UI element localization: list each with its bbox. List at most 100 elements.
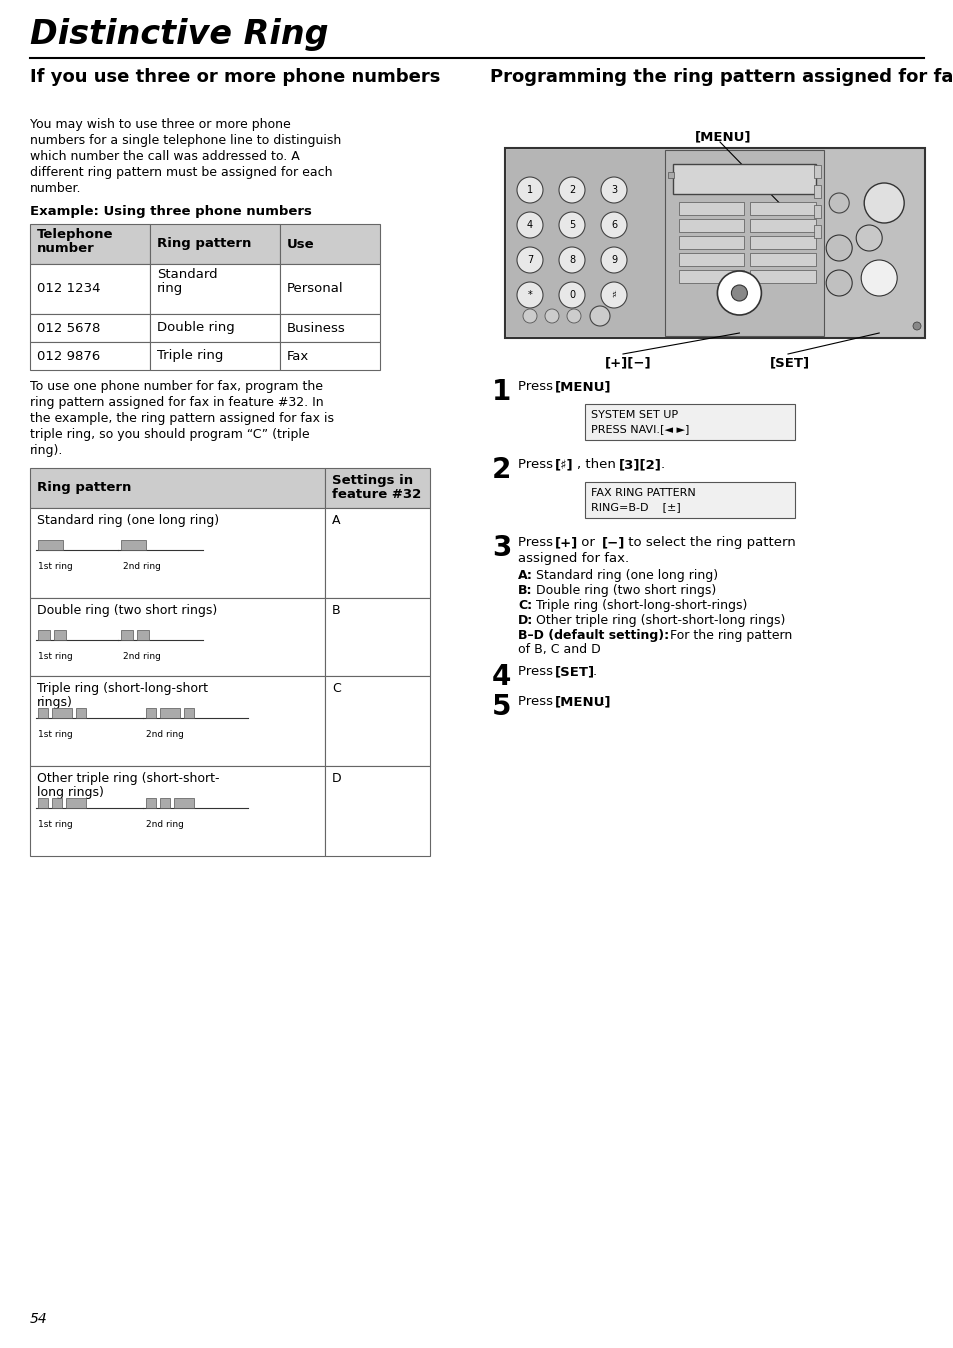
Text: [MENU]: [MENU] [695, 129, 751, 143]
Circle shape [828, 193, 848, 213]
Text: 6: 6 [610, 220, 617, 231]
Circle shape [558, 212, 584, 239]
Text: For the ring pattern: For the ring pattern [665, 630, 791, 642]
Text: *: * [527, 290, 532, 301]
Circle shape [517, 177, 542, 204]
Text: 2nd ring: 2nd ring [146, 731, 184, 739]
Text: C: C [332, 682, 340, 696]
Text: 1: 1 [492, 377, 511, 406]
Circle shape [731, 284, 746, 301]
Text: 2: 2 [492, 456, 511, 484]
Circle shape [558, 177, 584, 204]
Text: ring: ring [157, 282, 183, 295]
Circle shape [717, 271, 760, 315]
Bar [506, 150, 666, 336]
Text: C:: C: [517, 599, 532, 612]
Bar [150, 314, 280, 342]
Bar [173, 798, 193, 807]
Circle shape [589, 306, 609, 326]
Text: Double ring (two short rings): Double ring (two short rings) [37, 604, 217, 617]
Bar [137, 630, 149, 640]
Bar [678, 253, 743, 266]
Bar [672, 164, 816, 194]
Text: the example, the ring pattern assigned for fax is: the example, the ring pattern assigned f… [30, 412, 334, 425]
Text: A:: A: [517, 569, 533, 582]
Text: Standard ring (one long ring): Standard ring (one long ring) [532, 569, 718, 582]
Circle shape [600, 177, 626, 204]
Circle shape [855, 225, 882, 251]
Text: Double ring: Double ring [157, 322, 234, 334]
Bar [584, 483, 794, 518]
Bar [664, 150, 823, 336]
Bar [150, 342, 280, 369]
Bar [678, 236, 743, 249]
Text: D: D [332, 772, 341, 785]
Bar [30, 508, 325, 599]
Text: [−]: [−] [601, 537, 625, 549]
Circle shape [600, 212, 626, 239]
Text: rings): rings) [37, 696, 72, 709]
Bar [750, 202, 816, 214]
Text: PRESS NAVI.[◄ ►]: PRESS NAVI.[◄ ►] [590, 425, 689, 434]
Text: Press: Press [517, 458, 557, 470]
Text: 2nd ring: 2nd ring [123, 562, 161, 572]
Bar [813, 225, 821, 239]
Text: To use one phone number for fax, program the: To use one phone number for fax, program… [30, 380, 323, 394]
Text: Fax: Fax [287, 349, 309, 363]
Text: .: . [600, 696, 604, 708]
Bar [325, 599, 430, 675]
Bar [121, 630, 132, 640]
Text: , then: , then [577, 458, 619, 470]
Bar [150, 264, 280, 314]
Text: Standard ring (one long ring): Standard ring (one long ring) [37, 514, 219, 527]
Bar [280, 264, 379, 314]
Circle shape [825, 235, 851, 262]
Text: Press: Press [517, 380, 557, 394]
Text: B: B [332, 604, 340, 617]
Text: SYSTEM SET UP: SYSTEM SET UP [590, 410, 678, 421]
Text: 1st ring: 1st ring [38, 731, 72, 739]
Bar [325, 766, 430, 856]
Text: 0: 0 [568, 290, 575, 301]
Bar [30, 224, 150, 264]
Text: 1st ring: 1st ring [38, 820, 72, 829]
Text: 012 9876: 012 9876 [37, 349, 100, 363]
Text: You may wish to use three or more phone: You may wish to use three or more phone [30, 119, 291, 131]
Text: [MENU]: [MENU] [555, 696, 611, 708]
Text: Ring pattern: Ring pattern [37, 481, 132, 495]
Bar [280, 342, 379, 369]
Bar [52, 798, 62, 807]
Text: ring).: ring). [30, 443, 63, 457]
Text: to select the ring pattern: to select the ring pattern [623, 537, 795, 549]
Text: 3: 3 [610, 185, 617, 195]
Bar [30, 599, 325, 675]
Bar [325, 468, 430, 508]
Text: long rings): long rings) [37, 786, 104, 799]
Bar [76, 708, 86, 718]
FancyBboxPatch shape [504, 148, 924, 338]
Text: Triple ring: Triple ring [157, 349, 223, 363]
Text: 012 1234: 012 1234 [37, 283, 100, 295]
Circle shape [558, 282, 584, 307]
Circle shape [517, 212, 542, 239]
Text: [SET]: [SET] [555, 665, 595, 678]
Text: 54: 54 [30, 1312, 48, 1326]
Text: B:: B: [517, 584, 532, 597]
Circle shape [522, 309, 537, 324]
Text: D:: D: [517, 613, 533, 627]
Text: [♯]: [♯] [555, 458, 573, 470]
Text: FAX RING PATTERN: FAX RING PATTERN [590, 488, 695, 497]
Text: Telephone: Telephone [37, 228, 113, 241]
Text: number: number [37, 243, 94, 255]
Text: .: . [600, 380, 604, 394]
Circle shape [861, 260, 896, 297]
Bar [325, 675, 430, 766]
Bar [38, 708, 48, 718]
Bar [146, 708, 156, 718]
Text: Personal: Personal [287, 283, 343, 295]
Text: Other triple ring (short-short-: Other triple ring (short-short- [37, 772, 219, 785]
Bar [750, 253, 816, 266]
Text: [MENU]: [MENU] [555, 380, 611, 394]
Bar [813, 205, 821, 218]
Bar [30, 766, 325, 856]
